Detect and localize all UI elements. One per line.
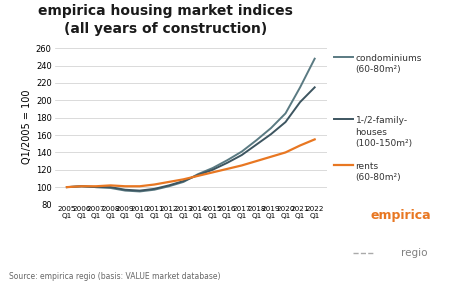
Text: regio: regio: [401, 248, 427, 258]
Text: 1-/2-family-
houses
(100-150m²): 1-/2-family- houses (100-150m²): [356, 116, 413, 148]
Text: rents
(60-80m²): rents (60-80m²): [356, 162, 401, 182]
Y-axis label: Q1/2005 = 100: Q1/2005 = 100: [22, 89, 32, 164]
Text: empirica housing market indices
(all years of construction): empirica housing market indices (all yea…: [38, 4, 293, 36]
Text: condominiums
(60-80m²): condominiums (60-80m²): [356, 54, 422, 74]
Text: empirica: empirica: [370, 208, 431, 222]
Text: Source: empirica regio (basis: VALUE market database): Source: empirica regio (basis: VALUE mar…: [9, 272, 221, 281]
